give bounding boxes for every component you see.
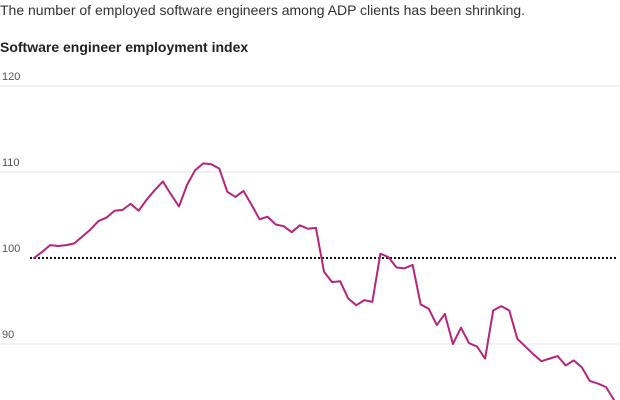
y-tick-label-120: 120: [2, 71, 20, 83]
y-tick-label-100: 100: [2, 243, 20, 255]
y-tick-label-90: 90: [2, 329, 14, 341]
series-line-0: [33, 162, 615, 400]
chart-title: Software engineer employment index: [0, 39, 249, 55]
y-tick-label-110: 110: [2, 157, 20, 169]
chart-subtitle: The number of employed software engineer…: [0, 2, 526, 18]
